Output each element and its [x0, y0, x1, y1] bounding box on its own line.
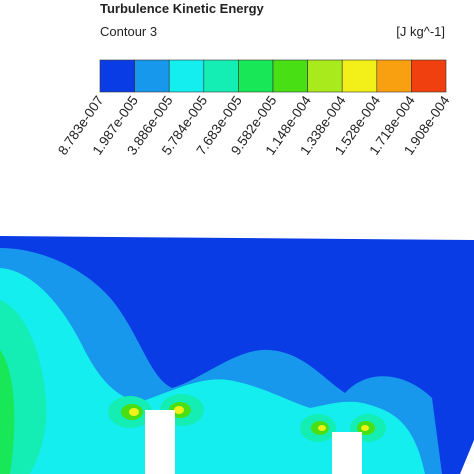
colorbar [99, 59, 447, 93]
colorbar-segment [99, 59, 135, 93]
colorbar-ticks: 8.783e-0071.987e-0053.886e-0055.784e-005… [55, 93, 453, 158]
colorbar-segment [376, 59, 412, 93]
legend-subtitle: Contour 3 [100, 24, 157, 39]
colorbar-segment [238, 59, 274, 93]
legend-units: [J kg^-1] [396, 24, 445, 39]
colorbar-segment [307, 59, 343, 93]
colorbar-segment [168, 59, 205, 93]
colorbar-segment [272, 59, 308, 93]
colorbar-segment [203, 59, 239, 93]
colorbar-segment [341, 59, 378, 93]
colorbar-segment [134, 59, 170, 93]
colorbar-segment [411, 59, 447, 93]
contour-field [0, 236, 474, 474]
legend-title: Turbulence Kinetic Energy [100, 1, 265, 16]
